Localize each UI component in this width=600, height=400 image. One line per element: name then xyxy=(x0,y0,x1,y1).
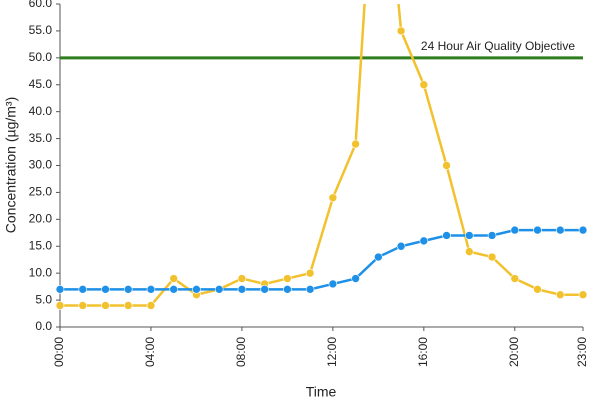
series-point xyxy=(237,274,247,283)
series-point xyxy=(578,290,588,300)
series-point xyxy=(237,285,247,294)
plot-area xyxy=(55,4,588,310)
series-point xyxy=(555,225,565,235)
y-tick-label: 40.0 xyxy=(29,104,53,118)
series-point xyxy=(510,225,520,235)
series-point xyxy=(533,285,542,294)
series-point xyxy=(78,285,88,294)
series-point xyxy=(169,274,178,283)
series-point xyxy=(305,285,315,294)
x-tick-label: 23:00 xyxy=(575,337,589,367)
series-point xyxy=(260,285,269,294)
y-tick-label: 5.0 xyxy=(35,292,52,306)
series-point xyxy=(123,301,133,310)
series-point xyxy=(555,290,565,300)
y-tick-label: 25.0 xyxy=(29,185,53,199)
y-tick-label: 0.0 xyxy=(35,319,52,333)
y-tick-label: 55.0 xyxy=(29,23,53,37)
series-point xyxy=(169,285,178,294)
objective-label: 24 Hour Air Quality Objective xyxy=(421,39,575,53)
series-point xyxy=(146,285,156,294)
series-point xyxy=(192,285,201,294)
series-point xyxy=(465,247,474,256)
y-tick-label: 50.0 xyxy=(29,50,53,64)
series-point xyxy=(487,252,497,262)
series-point xyxy=(419,80,429,90)
series-point xyxy=(465,231,474,240)
series-point xyxy=(328,279,338,289)
x-tick-label: 08:00 xyxy=(234,337,248,367)
series-point xyxy=(55,285,65,294)
series-point xyxy=(305,268,315,278)
series-point xyxy=(214,285,224,294)
x-tick-label: 00:00 xyxy=(52,337,66,367)
series-point xyxy=(328,193,338,203)
y-tick-label: 30.0 xyxy=(29,158,53,172)
x-tick-label: 16:00 xyxy=(416,337,430,367)
series-point xyxy=(578,225,588,235)
series-point xyxy=(123,285,133,294)
series-point xyxy=(374,252,383,262)
series-point xyxy=(283,285,292,294)
series-point xyxy=(78,301,88,310)
series-point xyxy=(351,139,360,149)
series-point xyxy=(351,274,360,283)
series-point xyxy=(510,274,520,283)
y-tick-label: 20.0 xyxy=(29,212,53,226)
y-tick-label: 10.0 xyxy=(29,265,53,279)
x-tick-label: 20:00 xyxy=(507,337,521,367)
series-point xyxy=(146,301,156,310)
x-axis-title: Time xyxy=(306,384,337,400)
series-point xyxy=(487,231,497,240)
y-tick-label: 45.0 xyxy=(29,77,53,91)
series-point xyxy=(419,236,429,246)
series-point xyxy=(442,231,451,240)
series-point xyxy=(55,301,65,310)
y-tick-label: 15.0 xyxy=(29,238,53,252)
y-tick-label: 35.0 xyxy=(29,131,53,145)
x-tick-label: 12:00 xyxy=(325,337,339,367)
series-point xyxy=(396,26,406,36)
series-point xyxy=(283,274,292,283)
x-tick-label: 04:00 xyxy=(143,337,157,367)
y-tick-label: 60.0 xyxy=(29,0,53,10)
series-point xyxy=(396,241,406,251)
y-axis-title: Concentration (µg/m³) xyxy=(3,97,19,233)
series-point xyxy=(442,161,451,170)
series-point xyxy=(101,301,110,310)
series-point xyxy=(533,225,542,235)
series-point xyxy=(101,285,110,294)
